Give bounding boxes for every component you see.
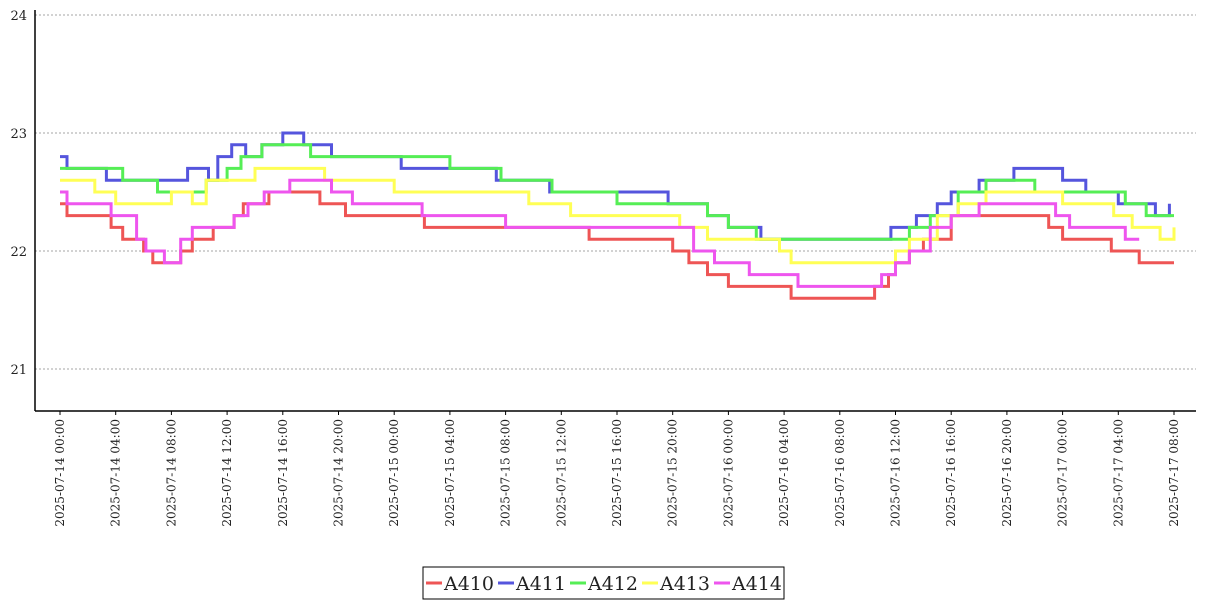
x-tick-label: 2025-07-14 16:00	[276, 419, 290, 527]
series-line-a414	[60, 178, 1140, 288]
x-tick-labels: 2025-07-14 00:00 2025-07-14 04:00 2025-07-…	[53, 411, 1181, 527]
x-tick-label: 2025-07-14 04:00	[109, 419, 123, 527]
series-line-a413	[60, 166, 1176, 265]
legend-label-a410: A410	[443, 573, 494, 595]
x-tick-label: 2025-07-16 08:00	[833, 419, 847, 527]
legend-label-a413: A413	[659, 573, 710, 595]
axes	[34, 10, 1196, 412]
x-tick-label: 2025-07-14 20:00	[332, 419, 346, 527]
legend-label-a414: A414	[731, 573, 782, 595]
x-tick-label: 2025-07-16 00:00	[721, 419, 735, 527]
y-tick-label: 23	[10, 127, 27, 142]
legend-label-a411: A411	[515, 573, 566, 595]
y-tick-labels: 21 22 23 24	[10, 9, 27, 378]
x-tick-label: 2025-07-16 20:00	[1000, 419, 1014, 527]
gridlines	[35, 14, 1196, 370]
x-tick-label: 2025-07-15 16:00	[610, 419, 624, 527]
x-tick-label: 2025-07-17 00:00	[1056, 419, 1070, 527]
x-tick-label: 2025-07-14 08:00	[164, 419, 178, 527]
y-tick-label: 24	[10, 9, 27, 24]
x-tick-label: 2025-07-15 08:00	[499, 419, 513, 527]
series-lines	[60, 131, 1176, 300]
legend: A410 A411 A412 A413 A414	[422, 566, 785, 600]
x-tick-label: 2025-07-14 00:00	[53, 419, 67, 527]
x-tick-label: 2025-07-14 12:00	[220, 419, 234, 527]
x-tick-label: 2025-07-15 20:00	[666, 419, 680, 527]
x-tick-label: 2025-07-15 04:00	[443, 419, 457, 527]
x-tick-label: 2025-07-15 00:00	[387, 419, 401, 527]
series-line-a411	[60, 131, 1171, 241]
y-tick-label: 22	[10, 245, 27, 260]
y-tick-label: 21	[10, 363, 27, 378]
x-tick-label: 2025-07-16 16:00	[944, 419, 958, 527]
x-tick-label: 2025-07-16 12:00	[889, 419, 903, 527]
legend-label-a412: A412	[587, 573, 638, 595]
x-tick-label: 2025-07-15 12:00	[554, 419, 568, 527]
x-tick-label: 2025-07-16 04:00	[777, 419, 791, 527]
x-tick-label: 2025-07-17 08:00	[1167, 419, 1181, 527]
series-line-a410	[60, 190, 1174, 300]
x-tick-label: 2025-07-17 04:00	[1111, 419, 1125, 527]
